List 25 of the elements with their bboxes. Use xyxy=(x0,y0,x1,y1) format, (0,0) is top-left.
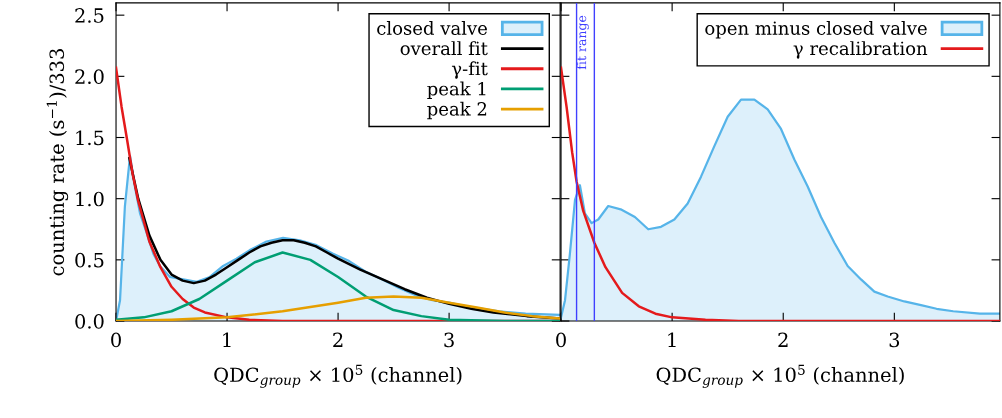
y-tick-label: 2.0 xyxy=(75,69,104,84)
legend-label: closed valve xyxy=(377,20,487,35)
legend-label: peak 2 xyxy=(427,101,487,120)
legend-label: overall fit xyxy=(400,41,488,56)
x-tick-label: 2 xyxy=(778,332,788,347)
x-tick-label: 1 xyxy=(668,332,676,347)
y-tick-label: 1.5 xyxy=(76,130,104,146)
x-tick-label: 1 xyxy=(223,332,231,347)
y-tick-label: 1.0 xyxy=(76,191,104,207)
legend-label: γ-fit xyxy=(451,61,488,79)
legend-label: peak 1 xyxy=(427,81,486,100)
x-tick-label: 0 xyxy=(556,332,566,348)
x-tick-label: 3 xyxy=(444,332,454,348)
y-axis-title: counting rate (s$^{−1}$)/333 xyxy=(46,49,69,276)
legend-label: open minus closed valve xyxy=(705,20,927,39)
x-tick-label: 3 xyxy=(889,332,900,348)
x-axis-title: QDC$_{group}$ × 10$^{5}$ (channel) xyxy=(214,364,462,388)
legend-label: γ recalibration xyxy=(793,41,928,59)
y-tick-label: 0.5 xyxy=(75,252,104,268)
y-tick-label: 0.0 xyxy=(75,313,104,329)
ref-line-label: fit range xyxy=(576,15,589,70)
y-tick-label: 2.5 xyxy=(75,8,104,23)
x-axis-title: QDC$_{group}$ × 10$^{5}$ (channel) xyxy=(656,364,904,388)
x-tick-label: 2 xyxy=(333,332,343,347)
x-tick-label: 0 xyxy=(111,332,121,348)
